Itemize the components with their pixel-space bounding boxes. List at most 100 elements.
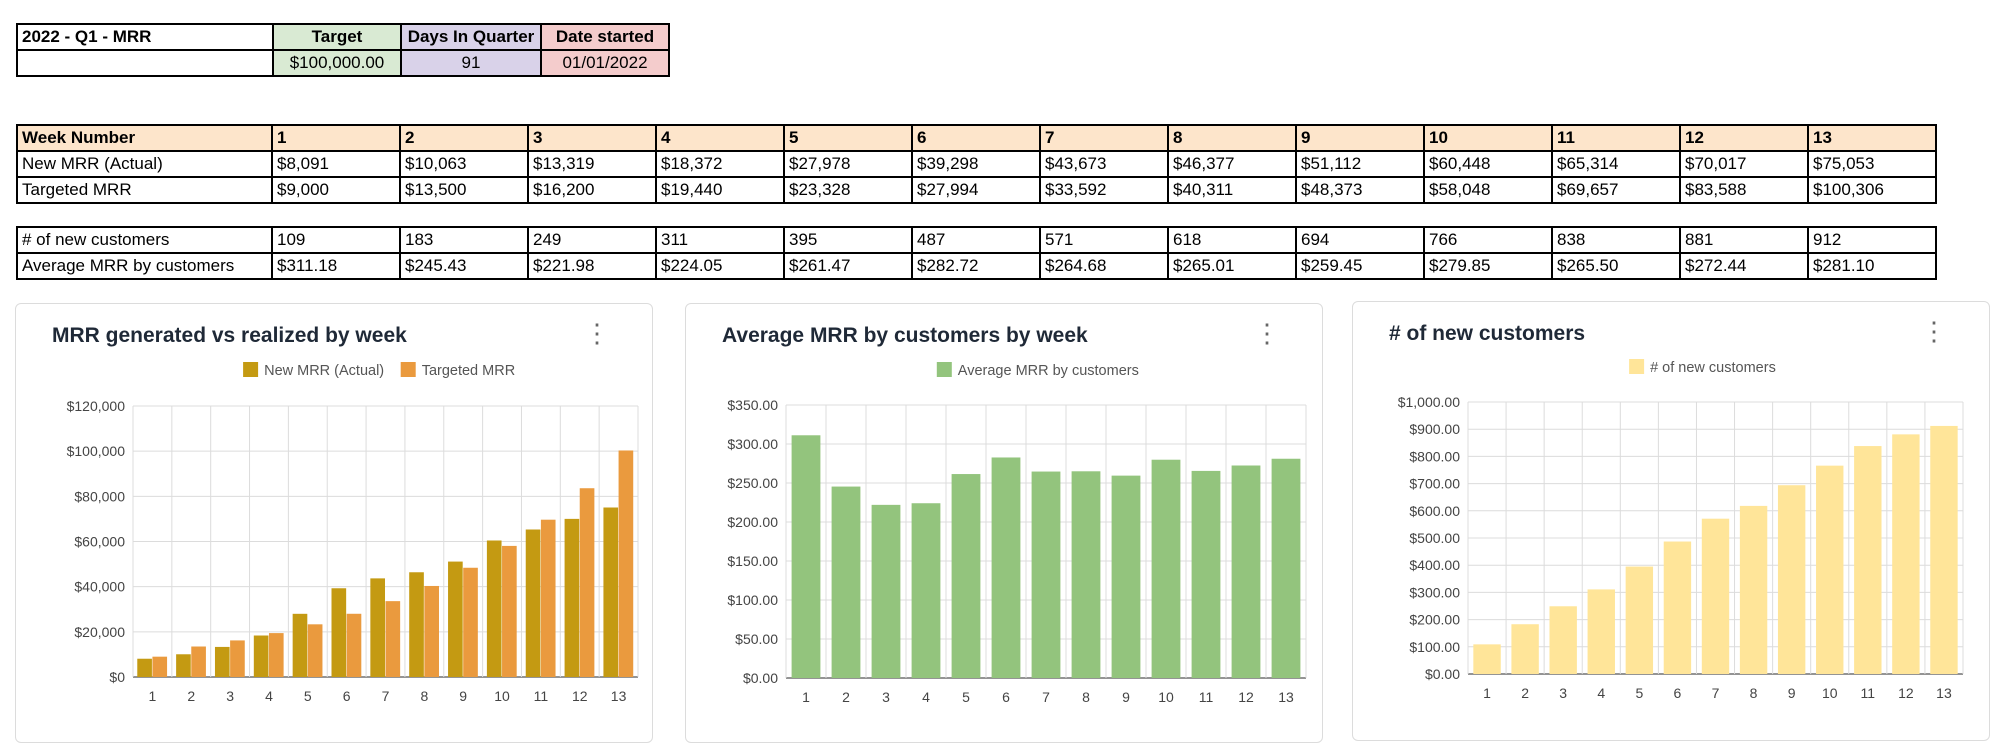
value-cell[interactable]: $311.18 [271,252,401,280]
more-options-icon[interactable]: ⋮ [584,318,610,348]
target-value-cell[interactable]: $100,000.00 [272,49,402,77]
value-cell[interactable]: $43,673 [1039,150,1169,178]
value-cell[interactable]: $40,311 [1167,176,1297,204]
value-cell[interactable]: $75,053 [1807,150,1937,178]
value-cell[interactable]: $51,112 [1295,150,1425,178]
value-cell[interactable]: $13,319 [527,150,657,178]
value-cell[interactable]: 881 [1679,226,1809,254]
value-cell[interactable]: $19,440 [655,176,785,204]
legend-label: Average MRR by customers [958,363,1139,379]
value-cell[interactable]: 487 [911,226,1041,254]
y-tick-label: $800.00 [1409,448,1460,464]
value-cell[interactable]: $272.44 [1679,252,1809,280]
week-number-cell[interactable]: 4 [655,124,785,152]
value-cell[interactable]: $27,978 [783,150,913,178]
y-tick-label: $60,000 [74,534,125,550]
value-cell[interactable]: $65,314 [1551,150,1681,178]
value-cell[interactable]: $83,588 [1679,176,1809,204]
days-label-cell[interactable]: Days In Quarter [400,23,542,51]
value-cell[interactable]: $39,298 [911,150,1041,178]
value-cell[interactable]: $18,372 [655,150,785,178]
value-cell[interactable]: 912 [1807,226,1937,254]
week-number-cell[interactable]: 12 [1679,124,1809,152]
value-cell[interactable]: 766 [1423,226,1553,254]
value-cell[interactable]: $48,373 [1295,176,1425,204]
target-label-cell[interactable]: Target [272,23,402,51]
y-tick-label: $80,000 [74,488,125,504]
y-tick-label: $300.00 [727,436,778,452]
date-value-cell[interactable]: 01/01/2022 [540,49,670,77]
value-cell[interactable]: $259.45 [1295,252,1425,280]
value-cell[interactable]: $23,328 [783,176,913,204]
value-cell[interactable]: $100,306 [1807,176,1937,204]
value-cell[interactable]: 395 [783,226,913,254]
week-number-cell[interactable]: 7 [1039,124,1169,152]
week-number-cell[interactable]: 8 [1167,124,1297,152]
x-tick-label: 1 [149,688,157,704]
value-cell[interactable]: $70,017 [1679,150,1809,178]
value-cell[interactable]: $8,091 [271,150,401,178]
value-cell[interactable]: $9,000 [271,176,401,204]
value-cell[interactable]: 618 [1167,226,1297,254]
value-cell[interactable]: 838 [1551,226,1681,254]
value-cell[interactable]: $33,592 [1039,176,1169,204]
mrr-bar-chart: $0 $20,000 $40,000 $60,000 $80,000 $100,000 $1… [67,362,639,704]
row-label-cell[interactable]: Average MRR by customers [16,252,273,280]
value-cell[interactable]: 249 [527,226,657,254]
value-cell[interactable]: $264.68 [1039,252,1169,280]
more-options-icon[interactable]: ⋮ [1921,316,1947,346]
value-cell[interactable]: $10,063 [399,150,529,178]
value-cell[interactable]: $279.85 [1423,252,1553,280]
value-cell[interactable]: $265.01 [1167,252,1297,280]
value-cell[interactable]: $13,500 [399,176,529,204]
value-cell[interactable]: $69,657 [1551,176,1681,204]
row-label-cell[interactable]: # of new customers [16,226,273,254]
week-number-cell[interactable]: 10 [1423,124,1553,152]
days-value-cell[interactable]: 91 [400,49,542,77]
value-cell[interactable]: 311 [655,226,785,254]
week-number-cell[interactable]: 5 [783,124,913,152]
x-tick-label: 13 [1936,685,1952,701]
x-tick-label: 11 [1861,685,1876,701]
more-options-icon[interactable]: ⋮ [1254,318,1280,348]
value-cell[interactable]: $27,994 [911,176,1041,204]
x-tick-label: 12 [1238,689,1254,705]
week-number-cell[interactable]: 6 [911,124,1041,152]
week-number-cell[interactable]: 13 [1807,124,1937,152]
value-cell[interactable]: $261.47 [783,252,913,280]
value-cell[interactable]: $58,048 [1423,176,1553,204]
date-label-cell[interactable]: Date started [540,23,670,51]
week-number-cell[interactable]: 11 [1551,124,1681,152]
value-cell[interactable]: 183 [399,226,529,254]
row-label-cell[interactable]: Targeted MRR [16,176,273,204]
chart-card-average-mrr[interactable]: Average MRR by customers by week ⋮ $0.00… [685,303,1323,743]
value-cell[interactable]: $265.50 [1551,252,1681,280]
summary-empty-cell[interactable] [16,49,274,77]
row-label-cell[interactable]: New MRR (Actual) [16,150,273,178]
value-cell[interactable]: 571 [1039,226,1169,254]
week-number-cell[interactable]: 9 [1295,124,1425,152]
chart-card-mrr[interactable]: MRR generated vs realized by week ⋮ $0 $2… [15,303,653,743]
summary-name-cell[interactable]: 2022 - Q1 - MRR [16,23,274,51]
bar [871,504,901,678]
bar [230,640,245,677]
value-cell[interactable]: $281.10 [1807,252,1937,280]
value-cell[interactable]: $221.98 [527,252,657,280]
y-tick-label: $1,000.00 [1398,394,1460,410]
chart-title: MRR generated vs realized by week [52,324,407,347]
value-cell[interactable]: 109 [271,226,401,254]
week-number-cell[interactable]: 2 [399,124,529,152]
value-cell[interactable]: $245.43 [399,252,529,280]
new-customers-row: # of new customers 109 183 249 311 395 487 571… [16,226,1937,254]
week-number-cell[interactable]: 1 [271,124,401,152]
value-cell[interactable]: $224.05 [655,252,785,280]
week-number-label-cell[interactable]: Week Number [16,124,273,152]
value-cell[interactable]: $60,448 [1423,150,1553,178]
bar [525,529,541,677]
value-cell[interactable]: $282.72 [911,252,1041,280]
value-cell[interactable]: $46,377 [1167,150,1297,178]
week-number-cell[interactable]: 3 [527,124,657,152]
value-cell[interactable]: 694 [1295,226,1425,254]
chart-card-new-customers[interactable]: # of new customers ⋮ $0.00 $100.00 $200.00… [1352,301,1990,741]
value-cell[interactable]: $16,200 [527,176,657,204]
